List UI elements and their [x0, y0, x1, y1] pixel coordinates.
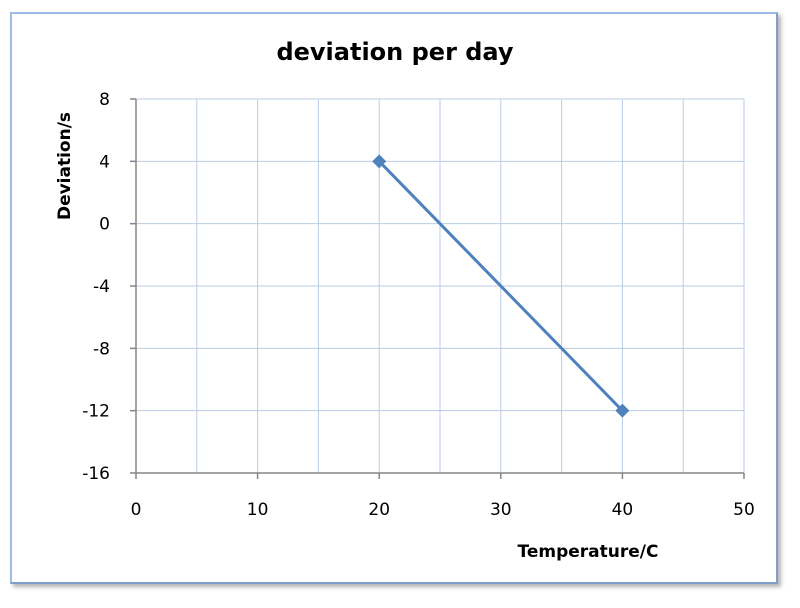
chart-title: deviation per day — [276, 38, 513, 66]
x-tick-label: 50 — [733, 500, 755, 520]
y-tick-label: -8 — [93, 339, 110, 359]
series-line — [378, 160, 624, 412]
x-tick-label: 30 — [490, 500, 512, 520]
data-point-diamond — [615, 403, 630, 418]
y-tick-label: -4 — [93, 277, 110, 297]
x-tick-label: 0 — [131, 500, 142, 520]
y-tick-label: 4 — [99, 152, 110, 172]
y-tick-label: -12 — [82, 402, 110, 422]
y-tick-label: 8 — [99, 90, 110, 110]
y-tick-label: -16 — [82, 464, 110, 484]
chart-frame — [10, 12, 778, 584]
y-tick-label: 0 — [99, 215, 110, 235]
y-axis-label: Deviation/s — [55, 112, 75, 220]
data-point-diamond — [372, 154, 387, 169]
x-tick-label: 10 — [247, 500, 269, 520]
x-tick-label: 40 — [612, 500, 634, 520]
x-axis-label: Temperature/C — [518, 542, 659, 562]
x-tick-label: 20 — [368, 500, 390, 520]
